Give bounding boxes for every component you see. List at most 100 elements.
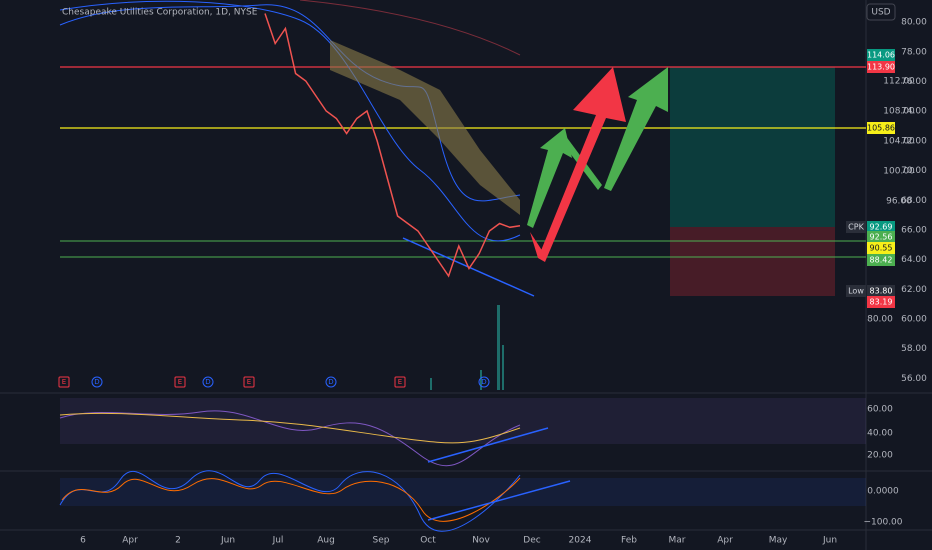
- price-tag: 114.06: [867, 51, 895, 60]
- event-marker: [478, 376, 490, 388]
- overlay-tick-label: 74.00: [901, 107, 927, 117]
- time-tick-label: Oct: [420, 536, 436, 546]
- price-tick-label: 104.00: [883, 137, 915, 147]
- profit-zone: [670, 67, 835, 227]
- macd-band: [60, 478, 866, 506]
- event-label: D: [94, 378, 99, 386]
- price-tick-label: 108.00: [883, 107, 915, 117]
- event-label: E: [247, 378, 251, 386]
- time-tick-label: Sep: [373, 536, 390, 546]
- trend-line: [427, 427, 549, 463]
- loss-zone: [670, 227, 835, 296]
- arrow-down-red: [530, 232, 545, 258]
- overlay-tick-label: 56.00: [901, 374, 927, 384]
- arrow-up-red: [538, 67, 626, 262]
- event-label: D: [205, 378, 210, 386]
- overlay-tick-label: 64.00: [901, 255, 927, 265]
- event-marker: [202, 376, 214, 388]
- overlay-tick-label: 58.00: [901, 344, 927, 354]
- time-tick-label: Jun: [822, 536, 837, 546]
- price-tag: 92.69: [870, 223, 893, 232]
- tag-prefix: CPK: [848, 223, 864, 232]
- price-tag: 83.19: [870, 298, 893, 307]
- time-tick-label: 2024: [569, 536, 592, 546]
- price-tag: 105.86: [867, 124, 895, 133]
- rsi-line: [59, 410, 521, 467]
- overlay-tick-label: 60.00: [901, 315, 927, 325]
- trend-line: [427, 480, 571, 521]
- ma-ribbon: [330, 40, 520, 215]
- time-tick-label: Apr: [717, 536, 733, 546]
- event-label: E: [178, 378, 182, 386]
- price-tick-label: 96.00: [886, 197, 912, 207]
- signal-line: [61, 477, 521, 522]
- rsi-ma: [59, 412, 521, 444]
- price-tag: 88.42: [870, 256, 893, 265]
- price-tag-box: [867, 296, 895, 308]
- overlay-tick-label: 68.00: [901, 196, 927, 206]
- event-label: D: [328, 378, 333, 386]
- chart-title: Chesapeake Utilities Corporation, 1D, NY…: [62, 8, 258, 18]
- rsi-band: [60, 398, 866, 444]
- event-marker: [325, 376, 337, 388]
- overlay-tick-label: 70.00: [901, 166, 927, 176]
- time-tick-label: Jun: [220, 536, 235, 546]
- overlay-tick-label: 76.00: [901, 77, 927, 87]
- volume-tick-label: 80.00: [867, 315, 893, 325]
- price-tag-box: [867, 221, 895, 233]
- time-tick-label: Feb: [621, 536, 637, 546]
- event-marker: [174, 376, 186, 388]
- price-tag-box: [867, 49, 895, 61]
- overlay-tick-label: 78.00: [901, 47, 927, 57]
- event-marker: [394, 376, 406, 388]
- rsi-tick-label: 20.00: [867, 451, 893, 461]
- arrow-up: [527, 128, 572, 228]
- price-tick-label: 112.00: [883, 77, 915, 87]
- price-tag: 90.55: [870, 244, 893, 253]
- overlay-tick-label: 80.00: [901, 18, 927, 28]
- price-tag-box: [867, 242, 895, 254]
- price-tag-box: [867, 122, 895, 134]
- time-tick-label: 2: [175, 536, 181, 546]
- ma-line: [299, 0, 521, 56]
- macd-tick-label: 0.0000: [867, 487, 899, 497]
- time-tick-label: 6: [80, 536, 86, 546]
- tag-prefix-box: [846, 285, 866, 297]
- tag-prefix: Low: [848, 287, 864, 296]
- time-tick-label: Apr: [122, 536, 138, 546]
- price-tick-label: 100.00: [883, 167, 915, 177]
- event-label: E: [398, 378, 402, 386]
- event-marker: [58, 376, 70, 388]
- price-tag-box: [867, 61, 895, 73]
- price-tag: 83.80: [870, 287, 893, 296]
- currency-label[interactable]: USD: [871, 8, 890, 18]
- price-tag-box: [867, 285, 895, 297]
- volume-bars: [430, 305, 504, 390]
- event-label: D: [481, 378, 486, 386]
- price-tag-box: [867, 231, 895, 243]
- price-tag: 113.90: [867, 63, 895, 72]
- arrow-up: [604, 67, 668, 191]
- macd-tick-label: −100.00: [863, 518, 902, 528]
- rsi-tick-label: 40.00: [867, 429, 893, 439]
- macd-line: [59, 470, 521, 532]
- time-tick-label: Dec: [523, 536, 540, 546]
- overlay-tick-label: 62.00: [901, 285, 927, 295]
- event-label: E: [62, 378, 66, 386]
- time-tick-label: Mar: [669, 536, 686, 546]
- overlay-tick-label: 66.00: [901, 226, 927, 236]
- price-line: [264, 13, 521, 278]
- time-tick-label: Aug: [317, 536, 335, 546]
- tag-prefix-box: [846, 221, 866, 233]
- event-marker: [91, 376, 103, 388]
- overlay-tick-label: 72.00: [901, 136, 927, 146]
- time-tick-label: May: [769, 536, 788, 546]
- time-tick-label: Jul: [272, 536, 284, 546]
- currency-button[interactable]: [866, 3, 896, 21]
- event-marker: [243, 376, 255, 388]
- price-tag-box: [867, 254, 895, 266]
- price-tag: 92.56: [870, 233, 893, 242]
- rsi-tick-label: 60.00: [867, 405, 893, 415]
- time-tick-label: Nov: [472, 536, 490, 546]
